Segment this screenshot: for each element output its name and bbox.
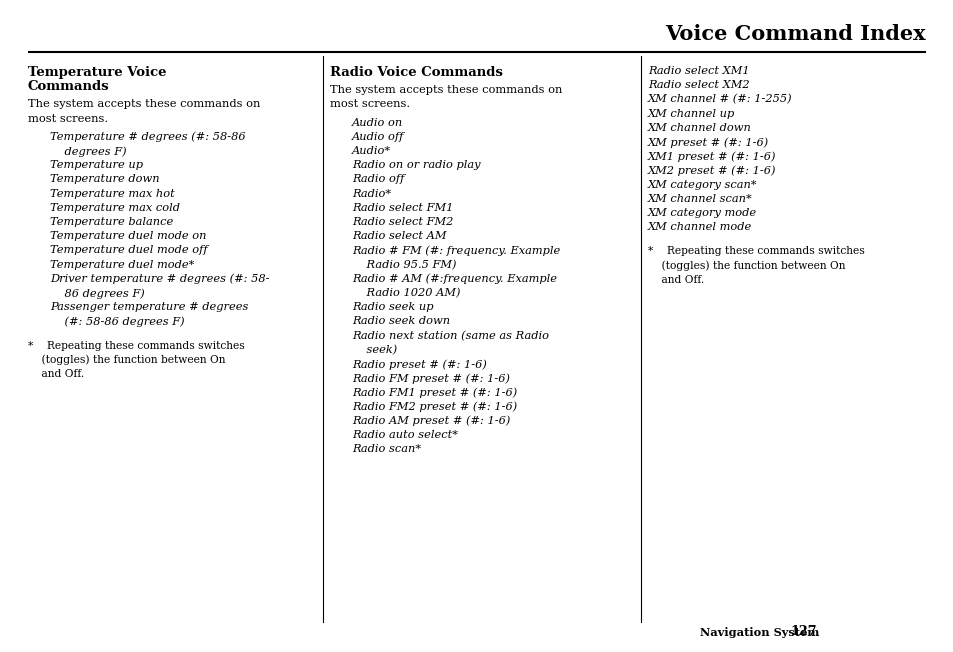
Text: Radio*: Radio*	[352, 188, 391, 199]
Text: *    Repeating these commands switches: * Repeating these commands switches	[28, 340, 245, 351]
Text: Radio preset # (#: 1-6): Radio preset # (#: 1-6)	[352, 359, 486, 370]
Text: Temperature down: Temperature down	[50, 174, 159, 185]
Text: Radio off: Radio off	[352, 174, 404, 185]
Text: Temperature duel mode off: Temperature duel mode off	[50, 245, 208, 256]
Text: Passenger temperature # degrees: Passenger temperature # degrees	[50, 302, 248, 312]
Text: degrees F): degrees F)	[50, 146, 127, 156]
Text: Radio select FM1: Radio select FM1	[352, 203, 453, 213]
Text: (#: 58-86 degrees F): (#: 58-86 degrees F)	[50, 316, 185, 327]
Text: Radio AM preset # (#: 1-6): Radio AM preset # (#: 1-6)	[352, 416, 510, 426]
Text: Temperature max cold: Temperature max cold	[50, 203, 180, 213]
Text: Radio 1020 AM): Radio 1020 AM)	[352, 288, 460, 299]
Text: Radio 95.5 FM): Radio 95.5 FM)	[352, 259, 456, 270]
Text: The system accepts these commands on: The system accepts these commands on	[28, 99, 260, 110]
Text: Temperature duel mode on: Temperature duel mode on	[50, 231, 206, 241]
Text: Radio select AM: Radio select AM	[352, 231, 446, 241]
Text: XM channel down: XM channel down	[647, 123, 751, 133]
Text: Radio on or radio play: Radio on or radio play	[352, 160, 480, 170]
Text: XM channel up: XM channel up	[647, 109, 735, 119]
Text: Radio select XM2: Radio select XM2	[647, 80, 749, 90]
Text: Radio # FM (#: frequency. Example: Radio # FM (#: frequency. Example	[352, 245, 559, 256]
Text: Commands: Commands	[28, 80, 110, 93]
Text: XM2 preset # (#: 1-6): XM2 preset # (#: 1-6)	[647, 166, 776, 176]
Text: 127: 127	[789, 625, 816, 638]
Text: most screens.: most screens.	[28, 113, 108, 124]
Text: Audio*: Audio*	[352, 146, 391, 156]
Text: Temperature max hot: Temperature max hot	[50, 188, 174, 199]
Text: Radio Voice Commands: Radio Voice Commands	[330, 66, 502, 79]
Text: Navigation System: Navigation System	[700, 627, 819, 638]
Text: The system accepts these commands on: The system accepts these commands on	[330, 85, 561, 95]
Text: XM1 preset # (#: 1-6): XM1 preset # (#: 1-6)	[647, 151, 776, 162]
Text: (toggles) the function between On: (toggles) the function between On	[28, 355, 225, 365]
Text: Radio # AM (#:frequency. Example: Radio # AM (#:frequency. Example	[352, 274, 557, 284]
Text: XM channel # (#: 1-255): XM channel # (#: 1-255)	[647, 95, 792, 105]
Text: Audio on: Audio on	[352, 117, 403, 128]
Text: Radio auto select*: Radio auto select*	[352, 430, 457, 440]
Text: Radio seek up: Radio seek up	[352, 302, 433, 312]
Text: Audio off: Audio off	[352, 132, 404, 141]
Text: seek): seek)	[352, 345, 396, 355]
Text: most screens.: most screens.	[330, 99, 410, 110]
Text: XM channel scan*: XM channel scan*	[647, 194, 752, 204]
Text: (toggles) the function between On: (toggles) the function between On	[647, 261, 844, 271]
Text: Temperature balance: Temperature balance	[50, 217, 173, 227]
Text: Temperature duel mode*: Temperature duel mode*	[50, 259, 194, 269]
Text: Voice Command Index: Voice Command Index	[664, 24, 925, 44]
Text: and Off.: and Off.	[647, 274, 703, 285]
Text: 86 degrees F): 86 degrees F)	[50, 288, 145, 299]
Text: XM category scan*: XM category scan*	[647, 179, 757, 190]
Text: XM category mode: XM category mode	[647, 208, 757, 218]
Text: Radio FM preset # (#: 1-6): Radio FM preset # (#: 1-6)	[352, 373, 510, 384]
Text: Driver temperature # degrees (#: 58-: Driver temperature # degrees (#: 58-	[50, 274, 269, 284]
Text: Radio FM1 preset # (#: 1-6): Radio FM1 preset # (#: 1-6)	[352, 387, 517, 398]
Text: Radio seek down: Radio seek down	[352, 316, 450, 327]
Text: and Off.: and Off.	[28, 369, 84, 379]
Text: XM channel mode: XM channel mode	[647, 222, 752, 232]
Text: Temperature Voice: Temperature Voice	[28, 66, 167, 79]
Text: Radio select XM1: Radio select XM1	[647, 66, 749, 76]
Text: Radio scan*: Radio scan*	[352, 444, 420, 454]
Text: Radio next station (same as Radio: Radio next station (same as Radio	[352, 331, 548, 341]
Text: Temperature # degrees (#: 58-86: Temperature # degrees (#: 58-86	[50, 132, 245, 142]
Text: XM preset # (#: 1-6): XM preset # (#: 1-6)	[647, 137, 768, 147]
Text: Radio FM2 preset # (#: 1-6): Radio FM2 preset # (#: 1-6)	[352, 402, 517, 412]
Text: *    Repeating these commands switches: * Repeating these commands switches	[647, 246, 863, 256]
Text: Temperature up: Temperature up	[50, 160, 143, 170]
Text: Radio select FM2: Radio select FM2	[352, 217, 453, 227]
